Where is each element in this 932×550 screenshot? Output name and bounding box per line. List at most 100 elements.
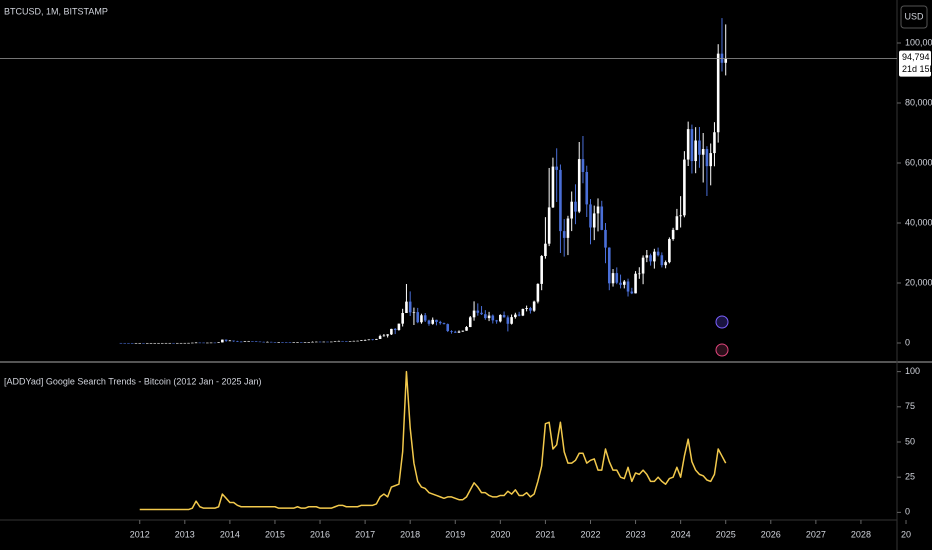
candle-body [529, 308, 532, 311]
candle-body [679, 215, 682, 217]
candle-body [326, 341, 329, 343]
candle-body [386, 334, 389, 336]
candle-body [254, 341, 258, 342]
indicator-title: [ADDYad] Google Search Trends - Bitcoin … [4, 376, 261, 386]
candle-body [645, 255, 649, 258]
x-tick-label: 2014 [220, 529, 240, 539]
y-tick-label: 60,000 [905, 157, 932, 167]
candle-body [514, 314, 517, 318]
candle-body [224, 339, 228, 341]
candle-body [168, 342, 172, 344]
candle-body [506, 317, 510, 324]
candle-body [277, 342, 281, 343]
candle-body [683, 159, 686, 216]
candle-body [600, 206, 604, 230]
candle-body [574, 201, 577, 212]
candle-body [401, 313, 404, 324]
candle-body [198, 342, 202, 344]
x-tick-label: 2015 [265, 529, 285, 539]
candle-body [532, 301, 536, 311]
candle-body [653, 251, 656, 262]
candle-body [337, 340, 341, 342]
candle-body [453, 331, 457, 333]
candle-body [585, 172, 589, 205]
candle-body [311, 341, 314, 343]
candle-body [502, 314, 506, 318]
candle-body [716, 53, 720, 133]
currency-label[interactable]: USD [904, 11, 924, 21]
candle-body [596, 206, 600, 214]
candle-body [480, 312, 483, 315]
candle-body [566, 218, 570, 238]
candle-body [686, 129, 690, 160]
event-icon[interactable] [715, 343, 729, 357]
candle-body [570, 201, 573, 219]
candle-body [551, 166, 555, 208]
candle-body [153, 342, 157, 344]
currency-button[interactable] [900, 5, 928, 29]
candle-body [288, 342, 292, 343]
candle-body [555, 166, 558, 170]
candle-body [130, 342, 134, 344]
candle-body [172, 342, 175, 344]
candle-body [484, 314, 487, 319]
candle-body [705, 149, 709, 167]
candle-body [461, 330, 465, 332]
y-tick-label: 100 [905, 366, 920, 376]
candle-body [487, 315, 491, 319]
candle-body [292, 342, 296, 343]
candle-body [405, 301, 408, 313]
candle-body [375, 338, 378, 340]
x-tick-label: 2017 [355, 529, 375, 539]
candle-body [423, 315, 427, 321]
y-tick-label: 25 [905, 472, 915, 482]
y-tick-label: 0 [905, 507, 910, 517]
candle-body [145, 342, 149, 344]
x-tick-label: 2016 [310, 529, 330, 539]
candle-body [630, 291, 634, 294]
candle-body [446, 324, 450, 331]
candle-body [314, 341, 318, 343]
candle-body [183, 342, 187, 344]
x-tick-label: 2013 [175, 529, 195, 539]
event-icon[interactable] [715, 315, 729, 329]
candle-body [217, 342, 220, 343]
candle-body [468, 317, 472, 328]
candle-body [363, 340, 367, 341]
candle-body [341, 340, 344, 342]
candle-body [476, 310, 480, 313]
candle-body [296, 342, 299, 343]
candle-body [431, 319, 435, 324]
candle-body [604, 229, 607, 248]
candle-body [438, 321, 442, 324]
candle-body [318, 341, 322, 343]
price-label: 94,794 [902, 52, 930, 62]
candle-body [450, 331, 453, 332]
candle-body [239, 341, 243, 343]
candle-body [427, 320, 431, 324]
candle-body [499, 314, 502, 322]
candle-body [269, 341, 273, 343]
chart-title: BTCUSD, 1M, BITSTAMP [4, 6, 108, 16]
candle-body [521, 308, 525, 316]
candle-body [160, 342, 164, 344]
candle-body [457, 331, 461, 333]
candle-body [149, 342, 153, 344]
countdown-label: 21d 15h [902, 64, 932, 74]
candle-body [262, 341, 265, 343]
x-tick-label: 20 [901, 529, 911, 539]
candle-body [134, 342, 138, 344]
candle-body [345, 341, 348, 342]
candle-body [408, 301, 412, 313]
candle-body [142, 342, 145, 344]
trend-line [139, 370, 727, 511]
candle-body [544, 243, 547, 257]
y-tick-label: 20,000 [905, 277, 932, 287]
candle-body [611, 273, 615, 284]
candle-body [517, 314, 521, 316]
candle-body [179, 342, 183, 344]
candle-body [713, 132, 716, 154]
candle-body [589, 204, 592, 228]
candle-body [649, 255, 652, 262]
